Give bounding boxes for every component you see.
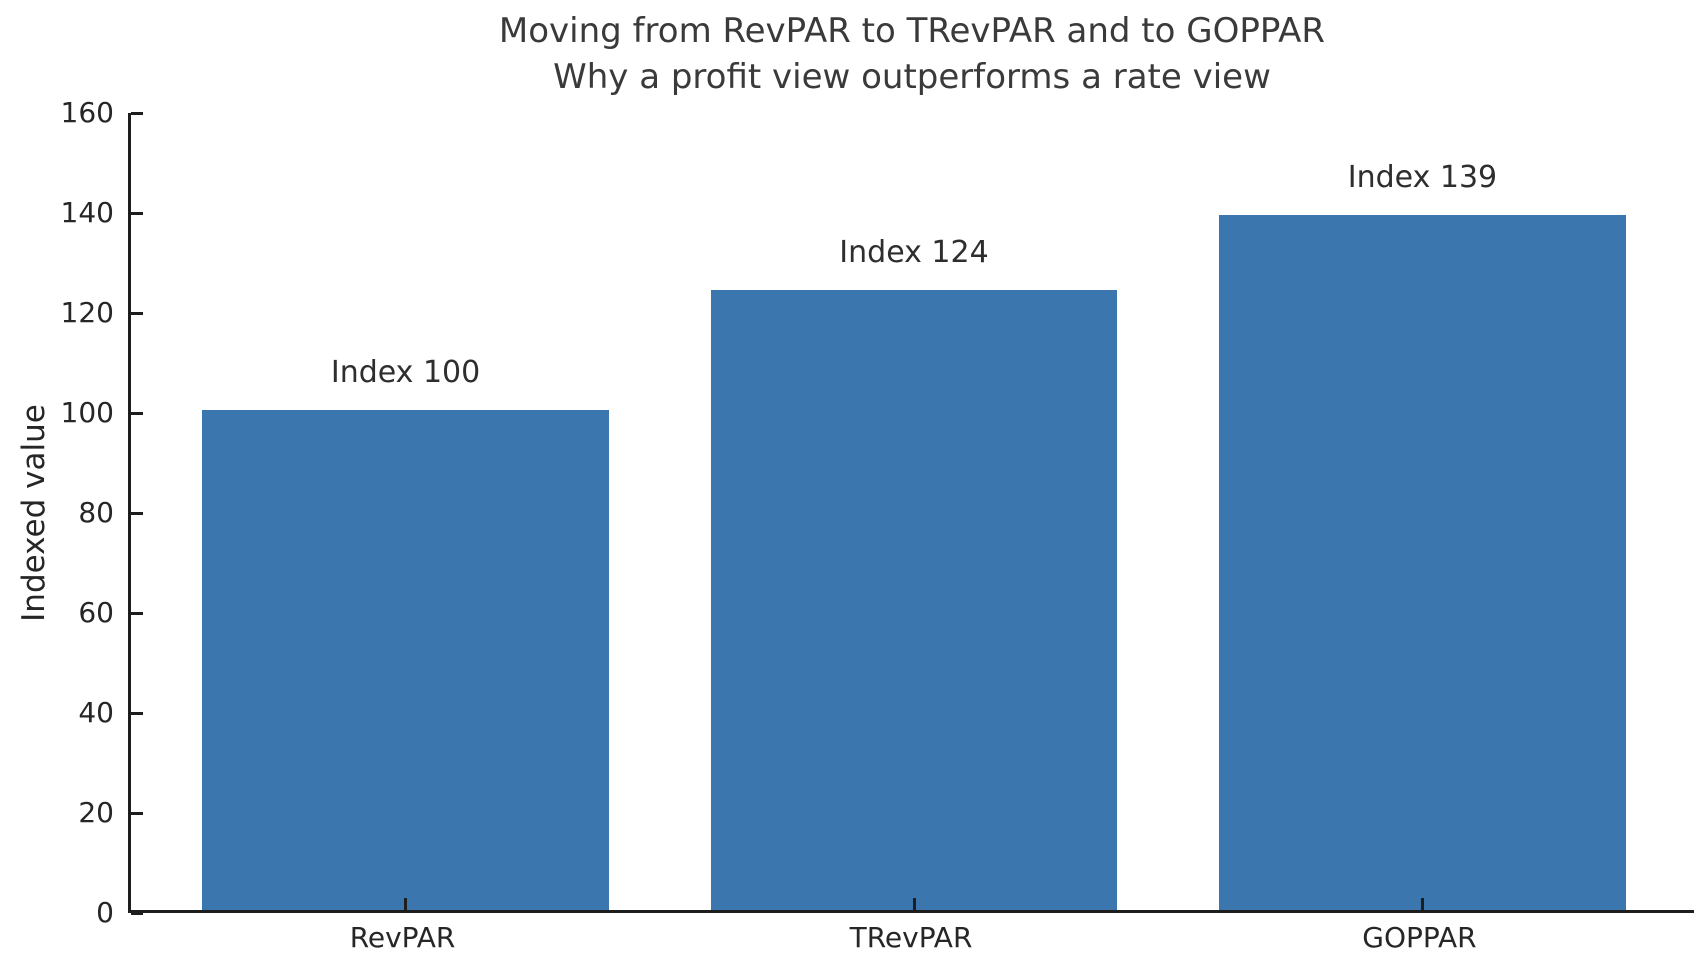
- bar-value-label: Index 100: [330, 355, 481, 390]
- chart-subtitle: Why a profit view outperforms a rate vie…: [553, 57, 1271, 97]
- y-tick-mark: [131, 911, 143, 915]
- chart-title: Moving from RevPAR to TRevPAR and to GOP…: [498, 11, 1326, 51]
- y-tick-mark: [131, 411, 143, 415]
- x-tick-mark: [912, 898, 916, 910]
- y-tick-mark: [131, 311, 143, 315]
- y-tick-label: 60: [78, 596, 114, 629]
- x-tick-label-goppar: GOPPAR: [1362, 921, 1477, 954]
- y-tick-label: 120: [60, 296, 114, 329]
- y-tick-mark: [131, 111, 143, 115]
- y-tick-label: 100: [60, 396, 114, 429]
- x-tick-label-revpar: RevPAR: [349, 921, 456, 954]
- chart-title-block: Moving from RevPAR to TRevPAR and to GOP…: [130, 8, 1694, 100]
- y-tick-label: 40: [78, 696, 114, 729]
- x-tick-mark: [404, 898, 408, 910]
- bar-goppar: [1219, 215, 1626, 910]
- y-tick-label: 0: [96, 896, 114, 929]
- y-tick-mark: [131, 511, 143, 515]
- y-tick-label: 140: [60, 196, 114, 229]
- bar-value-label: Index 124: [839, 235, 989, 270]
- x-tick-label-trevpar: TRevPAR: [849, 921, 973, 954]
- y-tick-mark: [131, 611, 143, 615]
- plot-area: Index 100 Index 124 Index 139: [128, 111, 1694, 915]
- x-tick-mark: [1420, 898, 1424, 910]
- bar-revpar: [202, 410, 609, 910]
- y-tick-mark: [131, 811, 143, 815]
- y-tick-label: 160: [60, 96, 114, 129]
- y-tick-label: 80: [78, 496, 114, 529]
- y-tick-mark: [131, 211, 143, 215]
- bar-trevpar: [710, 290, 1118, 910]
- y-tick-mark: [131, 711, 143, 715]
- y-tick-label: 20: [78, 796, 114, 829]
- bar-value-label: Index 139: [1347, 160, 1498, 195]
